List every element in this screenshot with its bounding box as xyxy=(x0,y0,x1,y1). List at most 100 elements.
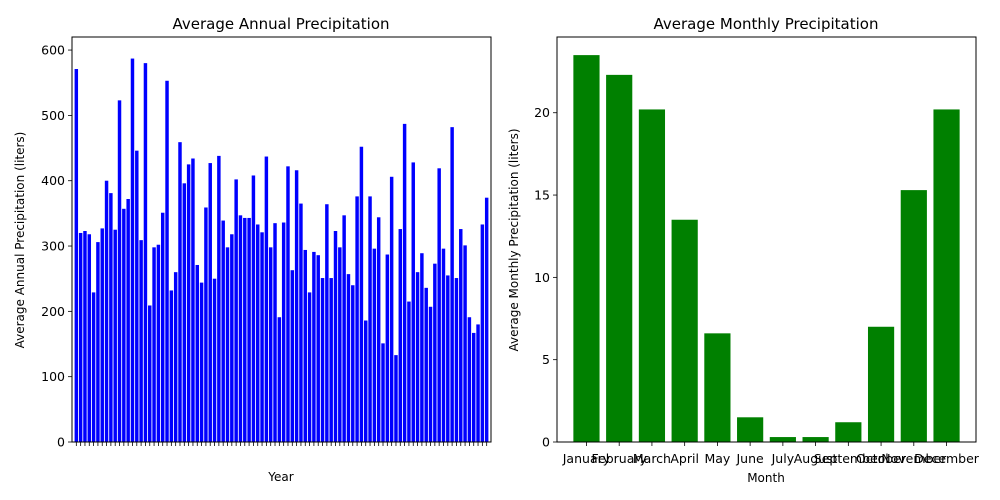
annual-bar-47 xyxy=(277,317,282,442)
monthly-bar-0 xyxy=(573,55,600,443)
annual-bar-49 xyxy=(286,166,290,442)
annual-bar-59 xyxy=(329,278,333,442)
annual-bar-92 xyxy=(471,332,476,442)
annual-bar-36 xyxy=(230,234,234,442)
annual-bar-27 xyxy=(191,158,195,442)
annual-bar-25 xyxy=(182,183,187,442)
monthly-bar-3 xyxy=(671,219,698,442)
annual-bar-94 xyxy=(480,224,485,442)
x-tick-label-march: March xyxy=(633,451,671,466)
annual-bar-71 xyxy=(381,343,385,442)
annual-bar-19 xyxy=(156,244,161,442)
x-tick-label-february: February xyxy=(592,451,648,466)
annual-bar-77 xyxy=(407,301,411,442)
annual-bar-46 xyxy=(273,223,277,442)
monthly-bar-1 xyxy=(606,74,633,443)
x-tick-label-july: July xyxy=(771,451,795,466)
annual-y-ticks: 0 100 200 300 400 500 600 xyxy=(41,43,72,450)
annual-bar-54 xyxy=(307,292,312,442)
annual-bar-70 xyxy=(376,217,381,442)
annual-bar-33 xyxy=(217,155,221,442)
x-tick-label-august: August xyxy=(794,451,838,466)
annual-bar-34 xyxy=(221,220,225,442)
annual-bar-24 xyxy=(178,142,182,443)
monthly-bar-5 xyxy=(737,417,764,442)
annual-plot-frame xyxy=(71,36,492,443)
annual-bar-32 xyxy=(212,278,217,442)
annual-bar-17 xyxy=(148,305,152,442)
annual-bar-61 xyxy=(338,247,342,442)
annual-bar-88 xyxy=(454,278,459,442)
monthly-precipitation-chart: Average Monthly Precipitation JanuaryFeb… xyxy=(507,15,980,485)
monthly-bar-4 xyxy=(704,333,731,442)
annual-bar-78 xyxy=(411,162,415,443)
y-tick-label-400: 400 xyxy=(41,173,65,188)
annual-bar-31 xyxy=(208,163,212,442)
annual-bars xyxy=(74,58,489,443)
y-tick-label-15: 15 xyxy=(534,188,550,203)
annual-x-ticks xyxy=(75,442,488,446)
y-tick-label-20: 20 xyxy=(534,105,550,120)
annual-bar-20 xyxy=(160,212,165,442)
annual-bar-62 xyxy=(342,215,346,442)
annual-bar-75 xyxy=(398,229,403,442)
x-tick-label-january: January xyxy=(562,451,611,466)
annual-bar-95 xyxy=(484,197,489,442)
x-tick-label-october: October xyxy=(856,451,907,466)
monthly-x-axis-label: Month xyxy=(747,471,785,485)
annual-bar-3 xyxy=(87,234,92,442)
annual-bar-63 xyxy=(346,274,351,442)
annual-bar-58 xyxy=(325,204,329,442)
monthly-bar-8 xyxy=(835,422,862,442)
annual-bar-72 xyxy=(385,254,390,442)
annual-bar-73 xyxy=(389,176,394,443)
annual-bar-14 xyxy=(135,150,139,442)
annual-chart-title: Average Annual Precipitation xyxy=(172,15,389,33)
annual-bar-91 xyxy=(467,317,472,442)
annual-bar-66 xyxy=(359,146,364,443)
annual-bar-52 xyxy=(299,203,303,442)
annual-bar-7 xyxy=(104,180,109,442)
monthly-bar-10 xyxy=(900,190,927,442)
annual-bar-89 xyxy=(459,229,463,442)
annual-bar-2 xyxy=(83,231,87,442)
monthly-y-ticks: 0 5 10 15 20 xyxy=(534,105,557,450)
annual-bar-26 xyxy=(186,164,191,442)
x-tick-label-september: September xyxy=(814,451,884,466)
y-tick-label-500: 500 xyxy=(41,108,65,123)
annual-bar-50 xyxy=(290,270,295,442)
annual-bar-11 xyxy=(122,208,126,442)
annual-bar-12 xyxy=(126,199,130,442)
monthly-bars xyxy=(573,55,960,443)
annual-bar-30 xyxy=(204,207,208,442)
annual-bar-44 xyxy=(264,156,269,443)
annual-bar-81 xyxy=(424,287,428,442)
annual-bar-69 xyxy=(372,248,377,442)
annual-bar-57 xyxy=(320,278,325,442)
annual-bar-16 xyxy=(143,63,148,442)
annual-bar-56 xyxy=(316,255,320,442)
annual-bar-6 xyxy=(100,228,104,442)
annual-bar-21 xyxy=(165,80,169,443)
annual-bar-93 xyxy=(476,324,480,442)
monthly-y-axis-label: Average Monthly Precipitation (liters) xyxy=(507,128,521,351)
annual-bar-38 xyxy=(238,215,243,442)
y-tick-label-100: 100 xyxy=(41,369,65,384)
annual-bar-82 xyxy=(428,306,433,442)
annual-bar-39 xyxy=(243,217,247,442)
monthly-bar-2 xyxy=(638,109,666,442)
annual-bar-51 xyxy=(294,170,299,442)
annual-x-axis-label: Year xyxy=(267,470,293,484)
annual-bar-35 xyxy=(225,247,230,442)
monthly-bar-7 xyxy=(802,437,829,442)
y-tick-label-600: 600 xyxy=(41,43,65,58)
annual-bar-86 xyxy=(446,275,450,442)
x-tick-label-november: November xyxy=(881,451,947,466)
annual-bar-65 xyxy=(355,196,359,442)
y-tick-label-200: 200 xyxy=(41,304,65,319)
annual-bar-10 xyxy=(117,100,122,443)
annual-bar-55 xyxy=(312,251,316,442)
annual-bar-28 xyxy=(195,264,199,442)
